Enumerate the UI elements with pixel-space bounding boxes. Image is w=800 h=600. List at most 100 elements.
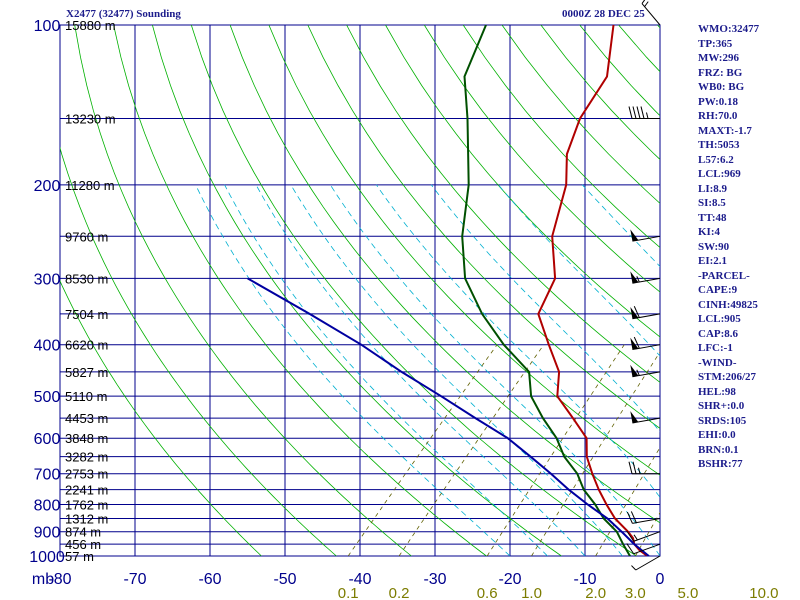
index-item: KI:4 — [698, 226, 720, 238]
wind-barb — [626, 543, 661, 555]
index-item: TP:365 — [698, 37, 733, 50]
pressure-tick-label: 200 — [34, 178, 61, 195]
pressure-tick-label: 700 — [34, 467, 61, 484]
temperature-tick-label: -20 — [498, 571, 521, 588]
height-label: 13230 m — [65, 112, 116, 127]
moist-adiabat-line — [375, 184, 660, 499]
wind-barb — [628, 106, 660, 120]
index-item: BRN:0.1 — [698, 443, 739, 456]
index-item: PW:0.18 — [698, 95, 739, 108]
pressure-tick-label: 400 — [34, 338, 61, 355]
mixing-ratio-label: 3.0 — [625, 585, 646, 600]
height-label: 2241 m — [65, 483, 108, 498]
dry-adiabat-line — [774, 25, 800, 556]
dry-adiabat-line — [346, 25, 660, 383]
pressure-tick-label: 100 — [34, 18, 61, 35]
height-label: 874 m — [65, 525, 101, 540]
height-label: 2753 m — [65, 467, 108, 482]
index-item: LI:8.9 — [698, 182, 728, 195]
index-item: CAPE:9 — [698, 284, 738, 296]
index-item: MAXT:-1.7 — [698, 124, 752, 137]
index-item: SI:8.5 — [698, 197, 726, 209]
mixing-ratio-line — [398, 344, 545, 556]
index-item: -PARCEL- — [698, 269, 750, 282]
height-label: 4453 m — [65, 411, 108, 426]
mixing-ratio-label: 0.6 — [477, 585, 498, 600]
height-label: 11280 m — [65, 178, 115, 193]
wind-barb — [630, 306, 661, 320]
wind-barb — [628, 461, 660, 475]
sounding-time: 0000Z 28 DEC 25 — [562, 8, 645, 20]
moist-adiabat-line — [582, 184, 660, 268]
height-label: 456 m — [65, 537, 101, 552]
dry-adiabat-line — [113, 25, 487, 556]
wind-barb — [626, 511, 661, 524]
temperature-tick-label: -30 — [423, 571, 446, 588]
mixing-ratio-label: 0.1 — [338, 585, 359, 600]
moist-adiabat-line — [224, 184, 548, 556]
indices-list: WMO:32477 TP:365 MW:296 FRZ: BG WB0: BG PW:0.… — [698, 22, 759, 472]
index-item: RH:70.0 — [698, 110, 738, 122]
temperature-tick-label: -50 — [273, 571, 296, 588]
index-item: BSHR:77 — [698, 458, 743, 470]
temperature-tick-label: -80 — [48, 571, 71, 588]
index-item: CINH:49825 — [698, 298, 758, 311]
moist-adiabat-line — [290, 184, 623, 556]
index-item: LCL:905 — [698, 313, 741, 325]
height-label: 15880 m — [65, 18, 116, 33]
mixing-ratio-label: 2.0 — [585, 585, 606, 600]
wind-barb — [626, 530, 661, 542]
pressure-tick-label: 600 — [34, 431, 61, 448]
axis-unit-label: mb — [32, 571, 54, 588]
height-label: 1762 m — [65, 498, 108, 513]
mixing-ratio-line — [347, 344, 498, 556]
wind-barbs — [626, 0, 661, 571]
index-item: LFC:-1 — [698, 342, 733, 354]
pressure-tick-label: 300 — [34, 271, 61, 288]
dry-adiabat-line — [307, 25, 660, 429]
temperature-tick-label: -40 — [348, 571, 371, 588]
index-item: SW:90 — [698, 240, 730, 253]
dry-adiabat-line — [462, 25, 660, 249]
index-item: -WIND- — [698, 356, 737, 369]
wind-barb — [630, 364, 661, 378]
wind-barb — [630, 411, 661, 424]
station-title: X2477 (32477) Sounding — [66, 8, 181, 20]
dry-adiabat-line — [540, 25, 660, 161]
height-label: 57 m — [65, 549, 94, 564]
wind-barb — [631, 555, 661, 571]
height-label: 5110 m — [65, 389, 107, 404]
dry-adiabat-line — [60, 280, 262, 556]
index-item: SRDS:105 — [698, 414, 747, 427]
moist-adiabat-line — [329, 184, 660, 556]
temperature-profile-line — [537, 25, 648, 556]
dry-adiabat-line — [385, 25, 660, 338]
index-item: L57:6.2 — [698, 153, 734, 166]
index-item: STM:206/27 — [698, 371, 757, 383]
pressure-tick-label: 500 — [34, 389, 61, 406]
index-item: LCL:969 — [698, 168, 741, 180]
height-label: 6620 m — [65, 338, 108, 353]
dry-adiabat-line — [268, 25, 660, 476]
chart-grid — [59, 24, 661, 557]
index-item: EI:2.1 — [698, 255, 728, 267]
dry-adiabat-line — [190, 25, 637, 556]
mixing-ratio-line — [531, 351, 660, 556]
index-item: WMO:32477 — [698, 23, 760, 35]
height-label: 1312 m — [65, 512, 108, 527]
mixing-ratio-label: 10.0 — [749, 585, 778, 600]
height-label: 3848 m — [65, 431, 108, 446]
index-item: HEL:98 — [698, 385, 736, 398]
pressure-tick-label: 800 — [34, 498, 61, 515]
mixing-ratio-label: 0.2 — [389, 585, 410, 600]
height-label: 7504 m — [65, 307, 108, 322]
height-label: 8530 m — [65, 271, 108, 286]
wind-barb — [641, 0, 661, 26]
dry-adiabat-line — [229, 25, 660, 524]
index-item: CAP:8.6 — [698, 327, 739, 340]
moist-adiabat-line — [195, 184, 511, 556]
pressure-tick-label: 900 — [34, 525, 61, 542]
plot-area — [60, 25, 800, 556]
height-label: 3282 m — [65, 450, 108, 465]
